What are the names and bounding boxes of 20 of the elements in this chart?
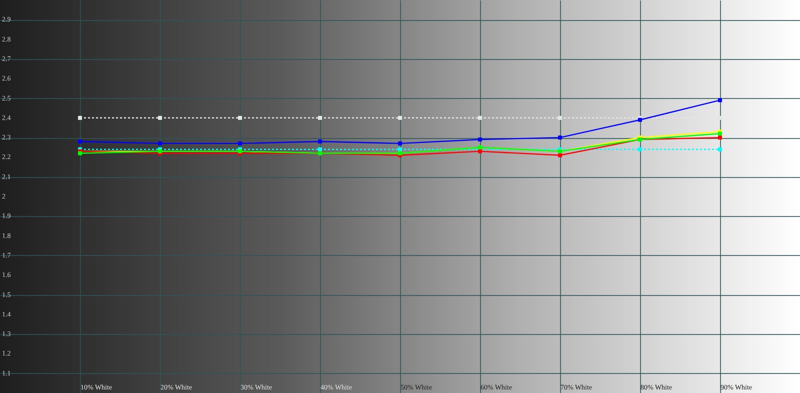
point <box>318 147 322 152</box>
point <box>158 141 162 146</box>
point <box>398 141 402 146</box>
point <box>718 98 722 102</box>
point <box>238 141 242 146</box>
point <box>238 116 242 120</box>
point <box>558 116 562 120</box>
point <box>718 147 722 152</box>
point <box>478 138 482 142</box>
point <box>318 139 322 144</box>
point <box>318 116 322 120</box>
point <box>158 116 162 120</box>
point <box>398 116 402 120</box>
point <box>398 147 402 152</box>
point <box>78 116 82 120</box>
point <box>78 139 82 144</box>
point <box>558 136 562 140</box>
point <box>638 147 642 152</box>
point <box>718 136 722 140</box>
point <box>478 116 482 120</box>
